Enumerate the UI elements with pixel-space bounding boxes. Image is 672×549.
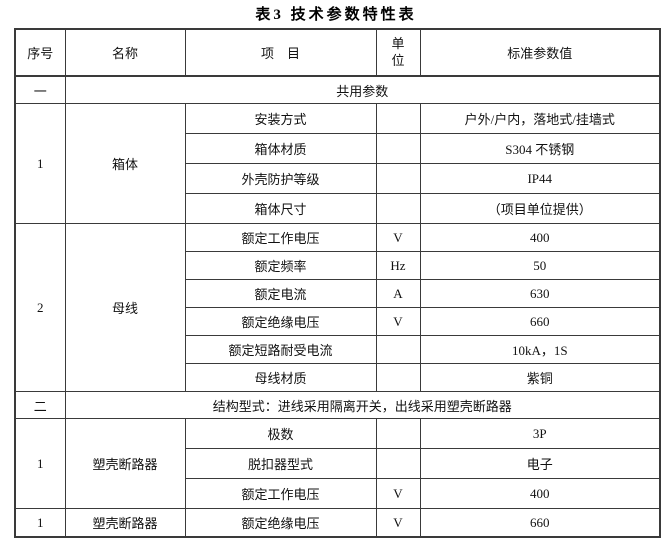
item-cell: 极数: [184, 418, 377, 449]
unit-cell: V: [375, 223, 421, 252]
value-cell: 户外/户内，落地式/挂墙式: [419, 103, 661, 134]
table-row: 箱体尺寸 （项目单位提供）: [15, 193, 661, 224]
item-cell: 额定工作电压: [184, 478, 377, 509]
table-row: 额定电流 A 630: [15, 279, 661, 308]
group2-no: 2: [14, 223, 66, 392]
table-row: 脱扣器型式 电子: [15, 448, 661, 479]
group1-no: 1: [14, 103, 66, 224]
header-item: 项 目: [184, 28, 377, 77]
table-row: 1 塑壳断路器 极数 3P: [14, 418, 661, 509]
item-cell: 脱扣器型式: [184, 448, 377, 479]
group1-name: 箱体: [64, 103, 186, 224]
section-label: 结构型式：进线采用隔离开关，出线采用塑壳断路器: [64, 391, 661, 419]
group3-no: 1: [14, 418, 66, 509]
unit-cell: [375, 418, 421, 449]
group3-name: 塑壳断路器: [64, 418, 186, 509]
unit-cell: Hz: [375, 251, 421, 280]
item-cell: 额定绝缘电压: [184, 307, 377, 336]
item-cell: 额定电流: [184, 279, 377, 308]
unit-cell: V: [375, 508, 421, 538]
header-unit-label: 单位: [391, 36, 405, 68]
value-cell: 400: [419, 478, 661, 509]
item-cell: 额定短路耐受电流: [184, 335, 377, 364]
item-cell: 额定频率: [184, 251, 377, 280]
item-cell: 箱体材质: [184, 133, 377, 164]
unit-cell: [375, 363, 421, 392]
unit-cell: [375, 133, 421, 164]
unit-cell: A: [375, 279, 421, 308]
unit-cell: [375, 193, 421, 224]
header-row: 序号 名称 项 目 单位 标准参数值: [14, 28, 661, 77]
header-unit: 单位: [375, 28, 421, 77]
unit-cell: [375, 335, 421, 364]
value-cell: 50: [419, 251, 661, 280]
section-no: 一: [14, 75, 66, 104]
unit-cell: V: [375, 307, 421, 336]
group4-no: 1: [14, 508, 66, 538]
table-row: 外壳防护等级 IP44: [15, 163, 661, 194]
header-name: 名称: [64, 28, 186, 77]
value-cell: 紫铜: [419, 363, 661, 392]
table-row: 2 母线 额定工作电压 V 400: [14, 223, 661, 392]
value-cell: 660: [419, 508, 661, 538]
table-row: 额定频率 Hz 50: [15, 251, 661, 280]
table-row: 母线材质 紫铜: [15, 363, 661, 392]
table-row: 额定绝缘电压 V 660: [15, 307, 661, 336]
value-cell: （项目单位提供）: [419, 193, 661, 224]
value-cell: 3P: [419, 418, 661, 449]
table-row: 额定工作电压 V 400: [15, 478, 661, 509]
table-title: 表3 技术参数特性表: [255, 7, 417, 23]
unit-cell: [375, 448, 421, 479]
unit-cell: V: [375, 478, 421, 509]
item-cell: 外壳防护等级: [184, 163, 377, 194]
unit-cell: [375, 163, 421, 194]
group2-name: 母线: [64, 223, 186, 392]
header-value: 标准参数值: [419, 28, 661, 77]
section-row-structure: 二 结构型式：进线采用隔离开关，出线采用塑壳断路器: [14, 391, 661, 419]
item-cell: 箱体尺寸: [184, 193, 377, 224]
spec-table: 序号 名称 项 目 单位 标准参数值 一 共用参数 1 箱体 安装方式 户外/户…: [14, 28, 661, 538]
section-label: 共用参数: [64, 75, 661, 104]
item-cell: 安装方式: [184, 103, 377, 134]
header-no: 序号: [14, 28, 66, 77]
value-cell: 630: [419, 279, 661, 308]
value-cell: 660: [419, 307, 661, 336]
value-cell: 电子: [419, 448, 661, 479]
item-cell: 额定工作电压: [184, 223, 377, 252]
unit-cell: [375, 103, 421, 134]
section-row-common: 一 共用参数: [14, 75, 661, 104]
section-no: 二: [14, 391, 66, 419]
value-cell: 10kA，1S: [419, 335, 661, 364]
group4-name: 塑壳断路器: [64, 508, 186, 538]
table-row: 1 箱体 安装方式 户外/户内，落地式/挂墙式: [14, 103, 661, 224]
value-cell: 400: [419, 223, 661, 252]
item-cell: 母线材质: [184, 363, 377, 392]
table-row: 额定短路耐受电流 10kA，1S: [15, 335, 661, 364]
item-cell: 额定绝缘电压: [184, 508, 377, 538]
value-cell: IP44: [419, 163, 661, 194]
table-row: 1 塑壳断路器 额定绝缘电压 V 660: [14, 508, 661, 538]
value-cell: S304 不锈钢: [419, 133, 661, 164]
